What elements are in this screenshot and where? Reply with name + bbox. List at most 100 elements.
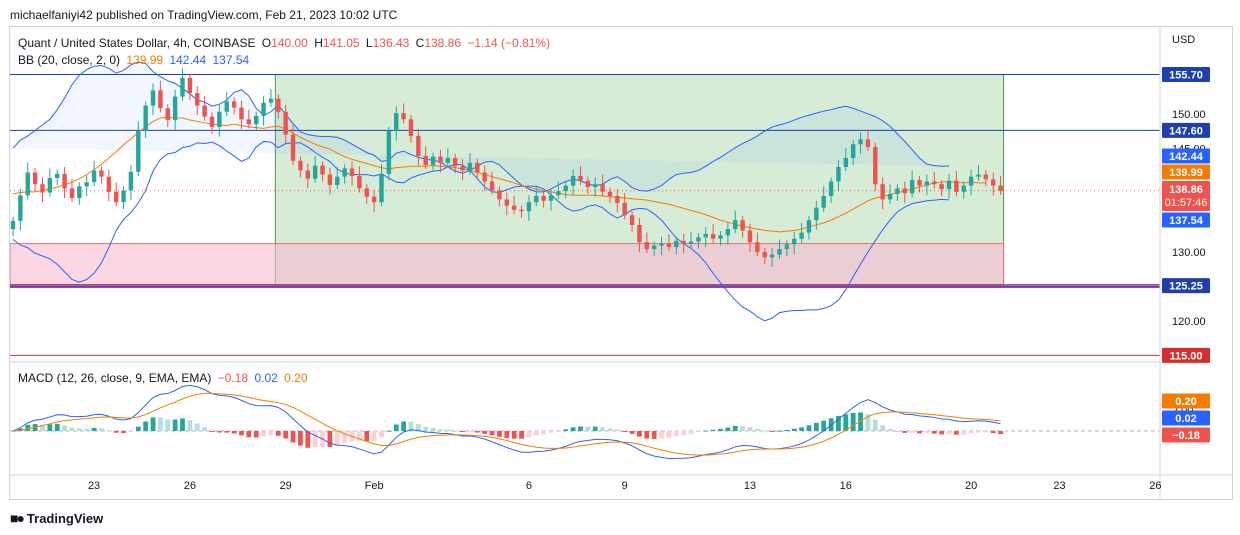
candle-body [799, 232, 804, 239]
candle-body [143, 105, 148, 132]
candle-body [578, 175, 583, 181]
candle-body [600, 184, 605, 192]
bb-basis-tag-text: 139.99 [1169, 167, 1203, 179]
candle-body [202, 105, 207, 117]
level-tag-155.70: 155.70 [1162, 67, 1210, 82]
candle-body [548, 195, 554, 201]
macd-histogram-bar [585, 426, 591, 431]
y-tick-label: 130.00 [1172, 247, 1206, 259]
macd-histogram-bar [961, 431, 967, 435]
macd-histogram-bar [880, 425, 886, 431]
level-tag-155.70-bg [1162, 67, 1210, 82]
candle-body [762, 251, 767, 258]
x-tick-label: 26 [1149, 480, 1161, 492]
macd-histogram-bar [415, 424, 421, 431]
x-tick-label: 6 [526, 480, 532, 492]
macd-histogram-bar [666, 431, 672, 438]
macd-histogram-bar [135, 426, 141, 431]
macd-histogram-bar [592, 426, 598, 431]
level-tag-115.00-text: 115.00 [1169, 350, 1202, 362]
low-value: L136.43 [365, 36, 410, 50]
candle-body [136, 131, 141, 172]
macd-histogram-bar [998, 431, 1003, 434]
macd-line-tag-text: 0.02 [1175, 413, 1196, 425]
macd-histogram-bar [696, 431, 701, 433]
candle-body [298, 160, 303, 171]
candle-body [873, 146, 878, 185]
candle-body [725, 229, 731, 236]
candle-body [180, 77, 185, 97]
candle-body [47, 178, 53, 193]
close-value: C138.86 [415, 36, 462, 50]
macd-histogram-bar [740, 425, 746, 431]
macd-histogram-bar [99, 428, 104, 431]
x-tick-label: 26 [184, 480, 196, 492]
macd-histogram-bar [924, 431, 930, 434]
candle-body [453, 158, 458, 167]
macd-histogram-bar [570, 427, 576, 431]
macd-histogram-bar [298, 431, 303, 446]
bb-lower-tag: 137.54 [1162, 212, 1210, 228]
macd-histogram-bar [261, 431, 266, 437]
tradingview-brand: TradingView [26, 510, 104, 526]
candle-body [18, 195, 23, 221]
candle-body [371, 196, 377, 203]
candle-body [593, 184, 598, 187]
macd-histogram-bar [953, 431, 959, 435]
candle-body [828, 181, 834, 196]
candle-body [968, 176, 974, 186]
macd-histogram-bar [91, 427, 97, 431]
candle-body [939, 184, 944, 190]
candle-body [534, 195, 539, 203]
level-tag-125.25: 125.25 [1162, 278, 1210, 294]
candle-body [570, 175, 576, 186]
last-price-tag-countdown: 01:57:46 [1165, 197, 1208, 209]
open-value: O140.00 [261, 36, 308, 50]
candle-body [305, 170, 310, 179]
macd-histogram-bar [784, 429, 790, 431]
macd-histogram-bar [511, 431, 517, 439]
macd-histogram-bar [836, 415, 841, 431]
tradingview-logo[interactable]: ■● TradingView [10, 510, 103, 526]
x-tick-label: 20 [965, 480, 977, 492]
candle-body [113, 191, 119, 203]
macd-histogram-bar [194, 423, 200, 431]
macd-histogram-bar [865, 414, 871, 431]
candle-body [401, 113, 406, 120]
macd-histogram-bar [312, 431, 318, 448]
symbol-name: Quant / United States Dollar, 4h, COINBA… [18, 36, 256, 50]
candle-body [814, 207, 819, 221]
candle-body [430, 156, 436, 165]
macd-histogram-bar [541, 431, 547, 435]
candle-body [290, 134, 296, 161]
macd-histogram-bar [275, 431, 281, 436]
macd-legend: MACD (12, 26, close, 9, EMA, EMA) −0.18 … [18, 371, 311, 385]
macd-histogram-bar [578, 426, 583, 431]
candle-body [615, 195, 620, 203]
candle-body [784, 244, 790, 250]
macd-histogram-bar [519, 431, 524, 439]
macd-histogram-bar [216, 431, 222, 433]
macd-histogram-bar [526, 431, 532, 438]
macd-histogram-bar [732, 425, 738, 431]
macd-histogram-bar [895, 430, 900, 432]
macd-signal-tag-text: 0.20 [1175, 396, 1196, 408]
macd-line-tag-bg [1162, 410, 1210, 426]
candle-body [998, 185, 1003, 191]
candle-body [172, 96, 178, 121]
candle-body [740, 220, 745, 231]
macd-histogram-bar [231, 431, 237, 434]
macd-histogram-bar [408, 421, 414, 431]
x-tick-label: 29 [280, 480, 292, 492]
macd-histogram-bar [54, 423, 60, 431]
candle-body [386, 131, 392, 174]
candle-body [681, 240, 686, 244]
macd-signal-value: 0.20 [284, 371, 308, 385]
bb-lower-value: 137.54 [212, 53, 250, 67]
macd-histogram-bar [533, 431, 539, 436]
macd-histogram-bar [474, 431, 480, 433]
macd-histogram-bar [946, 431, 952, 434]
candle-body [84, 182, 89, 187]
